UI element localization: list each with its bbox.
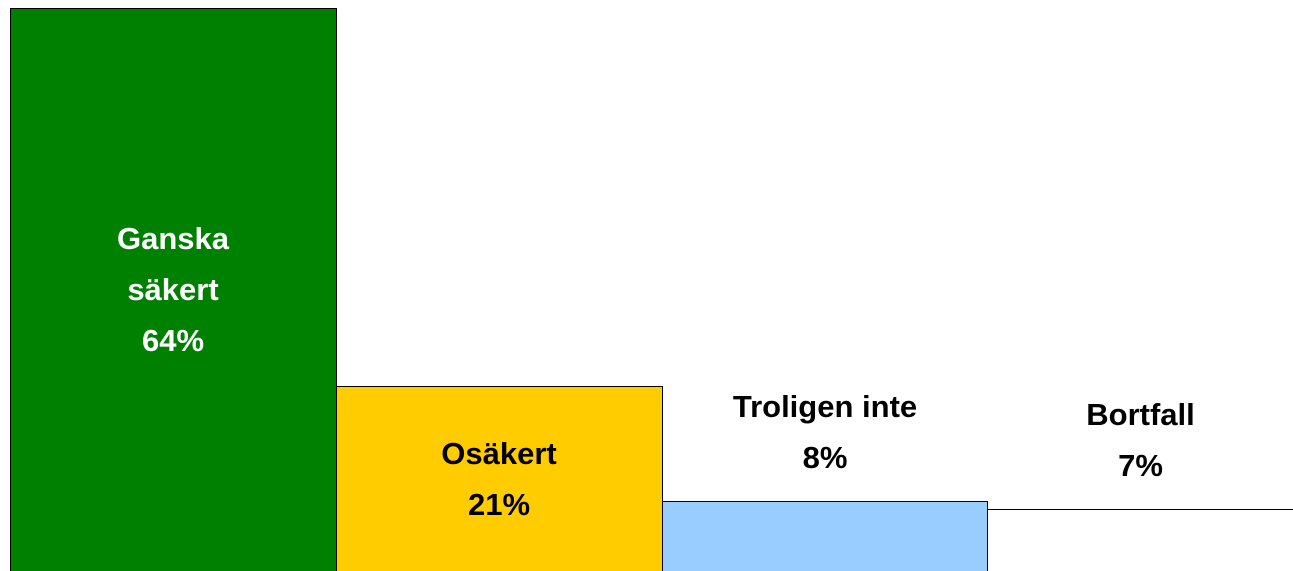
bar-label: Ganska säkert 64% xyxy=(10,213,336,366)
bar xyxy=(662,500,988,571)
bar-label: Troligen inte 8% xyxy=(662,381,988,483)
bar-label: Osäkert 21% xyxy=(336,428,662,530)
bar-label: Bortfall 7% xyxy=(988,389,1293,491)
bar xyxy=(10,8,337,571)
value-label: 8% xyxy=(802,439,848,475)
value-label: 21% xyxy=(467,486,531,522)
bar xyxy=(988,509,1293,571)
value-label: 7% xyxy=(1118,448,1163,484)
value-label: 64% xyxy=(141,323,205,358)
category-label: Osäkert xyxy=(441,435,557,471)
category-label: Bortfall xyxy=(1086,397,1195,433)
category-label: Troligen inte xyxy=(732,388,918,424)
category-label: Ganska säkert xyxy=(116,221,229,307)
bar xyxy=(336,386,663,571)
